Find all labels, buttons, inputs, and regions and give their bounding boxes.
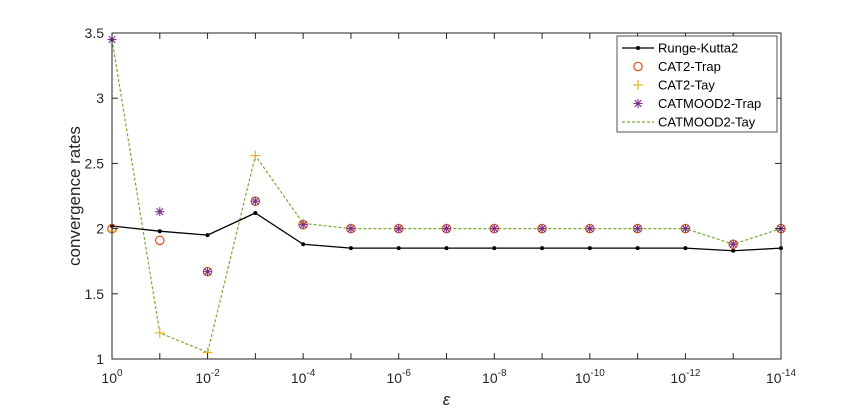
x-axis-title: ε: [443, 390, 451, 409]
data-point: [396, 246, 401, 251]
legend-marker: [633, 99, 643, 108]
data-point: [444, 246, 449, 251]
data-point: [587, 246, 592, 251]
data-point: [731, 248, 736, 253]
x-tick-label: 10-6: [386, 368, 411, 386]
legend-box: [616, 35, 778, 133]
series-line: [111, 39, 782, 354]
legend: Runge-Kutta2 CAT2-Trap CAT2-Tay CATMOOD2-Tr…: [616, 35, 778, 133]
legend-item: CAT2-Tay: [633, 78, 715, 93]
data-point: [301, 242, 306, 247]
data-point: [155, 207, 165, 217]
data-point: [394, 224, 404, 234]
data-point: [633, 224, 643, 234]
data-point: [298, 220, 308, 230]
y-tick-label: 3.5: [85, 25, 105, 41]
legend-label: CATMOOD2-Trap: [658, 96, 761, 111]
legend-marker: [636, 46, 640, 50]
data-point: [680, 224, 690, 234]
plot-area: [107, 35, 786, 358]
legend-marker: [633, 80, 643, 90]
data-point: [253, 210, 258, 215]
legend-label: CAT2-Trap: [658, 59, 721, 74]
x-tick-label: 10-14: [766, 368, 796, 386]
data-point: [154, 235, 165, 246]
x-tick-label: 10-12: [670, 368, 700, 386]
data-point: [154, 327, 165, 338]
y-axis-title: convergence rates: [65, 126, 84, 266]
data-point: [250, 150, 261, 161]
data-point: [203, 267, 213, 277]
axis-ticks: 1 1.5 2 2.5 3 3.5 100 10-2 10-4 10-6 10-8 10-10 10-1…: [85, 25, 797, 386]
series-CATMOOD2-Tay: [111, 39, 782, 354]
y-tick-label: 2.5: [85, 155, 105, 171]
data-point: [250, 196, 260, 206]
data-point: [205, 233, 210, 238]
series-CAT2-Tay: [107, 150, 786, 358]
legend-label: CAT2-Tay: [658, 78, 715, 93]
data-point: [492, 246, 497, 251]
data-point: [540, 246, 545, 251]
data-point: [728, 239, 738, 249]
series-Runge-Kutta2: [110, 210, 783, 253]
x-tick-label: 10-8: [482, 368, 507, 386]
x-tick-label: 10-2: [195, 368, 220, 386]
legend-item: CAT2-Trap: [633, 59, 721, 74]
data-point: [157, 229, 162, 234]
data-point: [489, 224, 499, 234]
legend-label: Runge-Kutta2: [658, 41, 738, 56]
data-point: [537, 224, 547, 234]
legend-label: CATMOOD2-Tay: [658, 115, 756, 130]
legend-item: CATMOOD2-Tay: [622, 115, 756, 130]
y-tick-label: 3: [96, 90, 104, 106]
y-tick-label: 1: [96, 351, 104, 367]
data-point: [683, 246, 688, 251]
legend-item: CATMOOD2-Trap: [633, 96, 761, 111]
legend-item: Runge-Kutta2: [622, 41, 738, 56]
data-point: [348, 246, 353, 251]
y-tick-label: 2: [96, 221, 104, 237]
x-tick-label: 10-4: [291, 368, 316, 386]
x-tick-label: 100: [101, 368, 123, 386]
legend-marker: [633, 61, 643, 72]
x-tick-label: 10-10: [575, 368, 605, 386]
data-point: [442, 224, 451, 234]
data-point: [585, 224, 595, 234]
series-CAT2-Trap: [107, 196, 786, 277]
y-tick-label: 1.5: [85, 286, 105, 302]
data-point: [635, 246, 640, 251]
data-point: [346, 224, 356, 234]
